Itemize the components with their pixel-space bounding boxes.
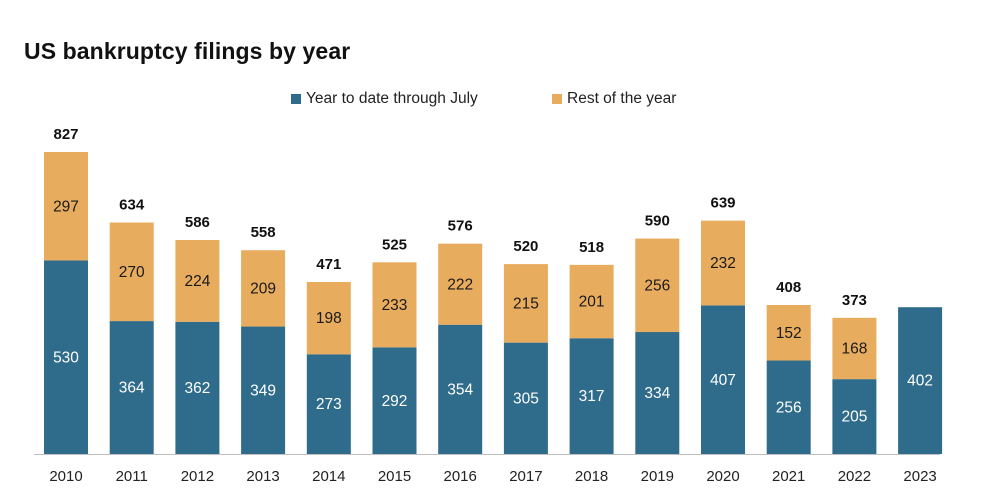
data-label-ytd-2018: 317 — [579, 388, 605, 405]
data-label-rest-2014: 198 — [316, 310, 342, 327]
bar-rest-2019 — [635, 238, 680, 333]
bar-ytd-2013 — [241, 326, 286, 454]
x-tick-label-2022: 2022 — [838, 468, 871, 485]
bar-rest-2017 — [503, 264, 548, 343]
total-label-2011: 634 — [119, 196, 145, 213]
data-label-ytd-2014: 273 — [316, 396, 342, 413]
data-label-ytd-2015: 292 — [382, 393, 408, 410]
bar-ytd-2022 — [832, 379, 877, 454]
data-label-ytd-2019: 334 — [644, 385, 670, 402]
x-tick-label-2013: 2013 — [246, 468, 279, 485]
x-tick-label-2021: 2021 — [772, 468, 805, 485]
bar-rest-2021 — [766, 305, 811, 361]
total-label-2017: 520 — [513, 238, 538, 255]
bar-ytd-2015 — [372, 347, 417, 454]
data-label-rest-2018: 201 — [579, 294, 605, 311]
x-tick-label-2016: 2016 — [444, 468, 477, 485]
legend-swatch-rest — [552, 94, 562, 104]
bar-ytd-2017 — [503, 342, 548, 454]
total-label-2015: 525 — [382, 236, 407, 253]
bar-rest-2011 — [109, 222, 154, 322]
bar-ytd-2019 — [635, 332, 680, 454]
bar-rest-2014 — [306, 282, 351, 355]
bar-ytd-2011 — [109, 321, 154, 454]
x-tick-label-2017: 2017 — [509, 468, 542, 485]
legend-swatch-ytd — [291, 94, 301, 104]
total-label-2021: 408 — [776, 279, 801, 296]
data-label-rest-2021: 152 — [776, 325, 802, 342]
x-tick-label-2012: 2012 — [181, 468, 214, 485]
data-label-ytd-2016: 354 — [447, 381, 473, 398]
bar-ytd-2020 — [701, 305, 745, 454]
x-tick-label-2019: 2019 — [641, 468, 674, 485]
data-label-rest-2013: 209 — [250, 280, 276, 297]
legend-label-rest: Rest of the year — [567, 90, 677, 107]
data-label-rest-2015: 233 — [382, 297, 408, 314]
bar-rest-2015 — [372, 262, 417, 348]
x-tick-label-2023: 2023 — [903, 468, 936, 485]
legend-item-ytd: Year to date through July — [291, 90, 478, 108]
data-label-rest-2019: 256 — [644, 277, 670, 294]
bar-rest-2018 — [569, 264, 614, 339]
legend-item-rest: Rest of the year — [552, 90, 676, 108]
data-label-rest-2011: 270 — [119, 264, 145, 281]
bar-ytd-2014 — [306, 354, 351, 454]
total-label-2018: 518 — [579, 239, 604, 256]
total-label-2010: 827 — [53, 126, 78, 143]
data-label-rest-2017: 215 — [513, 295, 539, 312]
total-label-2016: 576 — [448, 218, 473, 235]
data-label-ytd-2017: 305 — [513, 390, 539, 407]
bar-ytd-2010 — [44, 260, 88, 454]
x-tick-label-2018: 2018 — [575, 468, 608, 485]
x-tick-label-2015: 2015 — [378, 468, 411, 485]
total-label-2013: 558 — [251, 224, 276, 241]
bar-ytd-2023 — [898, 307, 943, 454]
legend-label-ytd: Year to date through July — [306, 90, 478, 107]
data-label-rest-2022: 168 — [841, 341, 867, 358]
data-label-ytd-2020: 407 — [710, 372, 736, 389]
data-label-ytd-2023: 402 — [907, 373, 933, 390]
x-tick-label-2020: 2020 — [706, 468, 739, 485]
data-label-ytd-2011: 364 — [119, 380, 145, 397]
data-label-rest-2020: 232 — [710, 255, 736, 272]
data-label-ytd-2022: 205 — [841, 409, 867, 426]
data-label-ytd-2021: 256 — [776, 399, 802, 416]
data-label-rest-2016: 222 — [447, 276, 473, 293]
bar-ytd-2021 — [766, 360, 811, 454]
bar-rest-2016 — [438, 243, 483, 325]
data-label-ytd-2012: 362 — [184, 380, 210, 397]
total-label-2012: 586 — [185, 214, 210, 231]
total-label-2014: 471 — [316, 256, 341, 273]
total-label-2019: 590 — [645, 213, 670, 230]
x-tick-label-2010: 2010 — [49, 468, 82, 485]
x-tick-label-2014: 2014 — [312, 468, 345, 485]
bar-ytd-2012 — [175, 321, 220, 454]
data-label-rest-2010: 297 — [53, 198, 79, 215]
data-label-ytd-2010: 530 — [53, 349, 79, 366]
bar-rest-2022 — [832, 317, 877, 380]
data-label-ytd-2013: 349 — [250, 382, 276, 399]
bar-ytd-2018 — [569, 338, 614, 454]
bar-rest-2020 — [701, 220, 745, 306]
data-label-rest-2012: 224 — [184, 273, 210, 290]
legend: Year to date through July Rest of the ye… — [0, 90, 997, 112]
bar-ytd-2016 — [438, 324, 483, 454]
total-label-2022: 373 — [842, 292, 867, 309]
bar-rest-2010 — [44, 152, 88, 261]
total-label-2020: 639 — [710, 195, 735, 212]
chart-title: US bankruptcy filings by year — [24, 38, 351, 64]
bar-rest-2012 — [175, 240, 220, 322]
bar-rest-2013 — [241, 250, 286, 327]
x-tick-label-2011: 2011 — [116, 468, 148, 485]
